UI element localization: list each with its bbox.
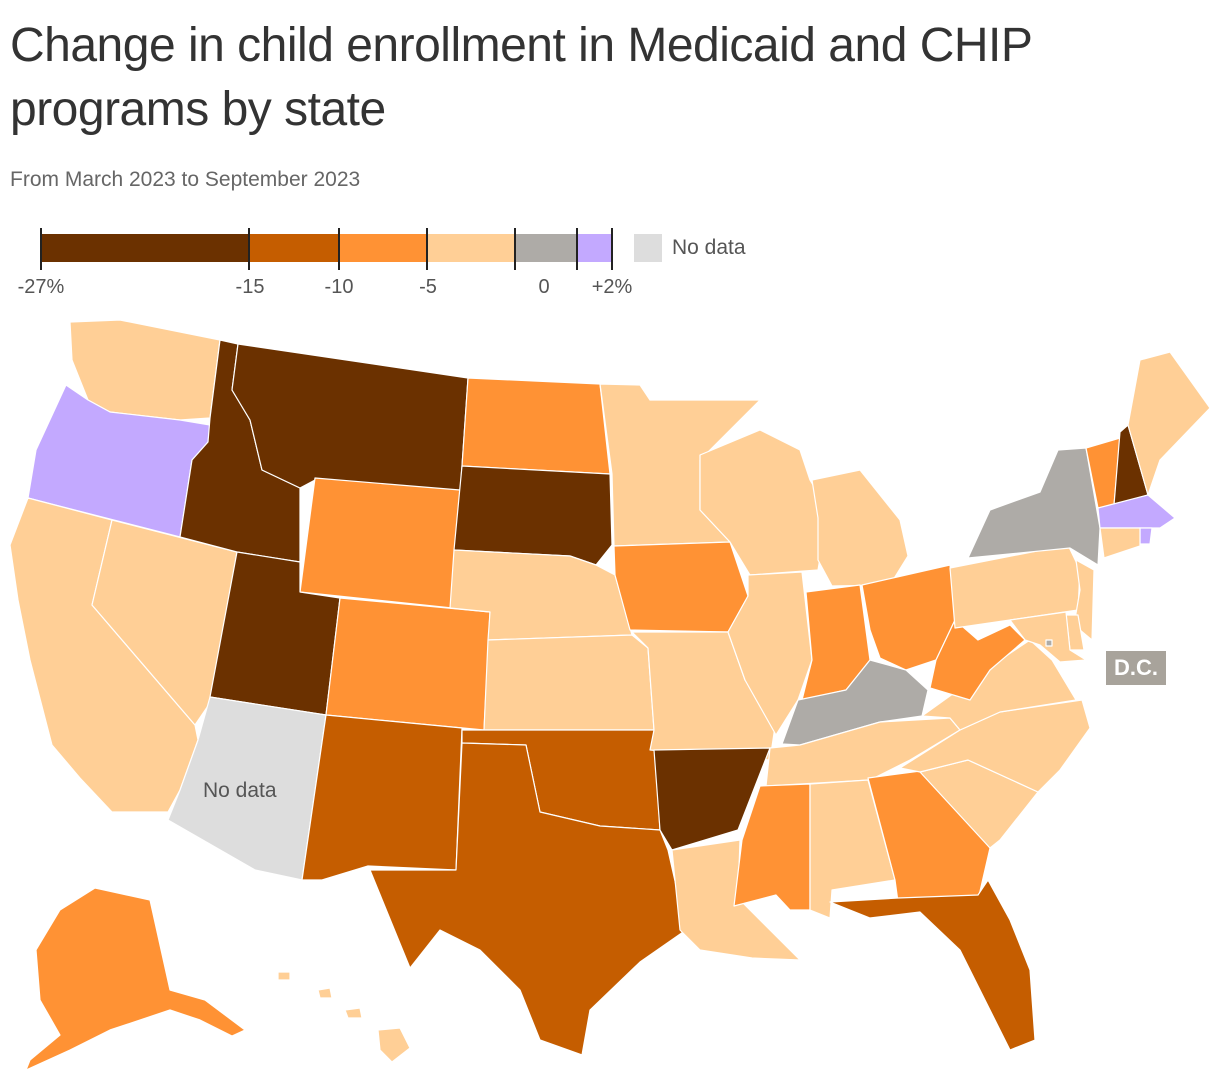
legend-tick	[514, 228, 516, 270]
state-wyoming	[299, 477, 461, 609]
state-texas	[369, 742, 687, 1056]
state-rhode-island	[1139, 527, 1153, 545]
state-south-dakota	[453, 465, 613, 566]
dc-callout: D.C.	[1106, 651, 1166, 685]
legend-tick	[248, 228, 250, 270]
state-maryland	[1009, 611, 1087, 663]
state-montana	[231, 343, 469, 496]
state-michigan	[811, 469, 909, 587]
legend-label: -15	[235, 276, 265, 298]
chart-subtitle: From March 2023 to September 2023	[10, 168, 361, 191]
legend-bin-2	[249, 234, 339, 262]
legend-label-min: -27%	[17, 276, 65, 298]
legend-label-max: +2%	[591, 276, 633, 298]
legend-label: 0	[538, 276, 550, 298]
state-shapes	[9, 319, 1211, 1071]
state-kentucky	[781, 659, 929, 746]
legend-label: -10	[324, 276, 354, 298]
state-illinois	[727, 571, 813, 736]
chart-title: Change in child enrollment in Medicaid a…	[10, 19, 1032, 136]
state-north-dakota	[461, 377, 611, 475]
state-new-mexico	[301, 714, 463, 881]
state-new-york	[967, 447, 1101, 566]
legend-tick	[338, 228, 340, 270]
state-dc	[1045, 639, 1053, 647]
map-svg	[9, 319, 1211, 1071]
legend-bin-6	[577, 234, 612, 262]
color-legend: -27% -15 -10 -5 0 +2% No data	[0, 228, 1220, 308]
legend-bin-3	[339, 234, 427, 262]
legend-bin-4	[427, 234, 515, 262]
state-colorado	[325, 597, 491, 731]
state-florida	[829, 879, 1036, 1051]
state-arkansas	[653, 747, 771, 851]
legend-tick	[426, 228, 428, 270]
us-choropleth-map: D.C. No data	[0, 300, 1220, 1078]
legend-nodata-label: No data	[672, 236, 746, 259]
legend-tick	[576, 228, 578, 270]
legend-label: -5	[419, 276, 437, 298]
arizona-nodata-label: No data	[203, 779, 277, 802]
state-iowa	[613, 541, 749, 633]
legend-nodata-swatch	[634, 234, 662, 262]
state-connecticut	[1099, 527, 1141, 559]
state-alaska	[25, 887, 246, 1071]
state-kansas	[483, 634, 655, 731]
legend-tick	[611, 228, 613, 270]
legend-tick	[40, 228, 42, 270]
state-hawaii	[277, 971, 411, 1063]
state-massachusetts	[1097, 494, 1176, 529]
legend-bin-1	[41, 234, 249, 262]
legend-bin-5	[515, 234, 577, 262]
